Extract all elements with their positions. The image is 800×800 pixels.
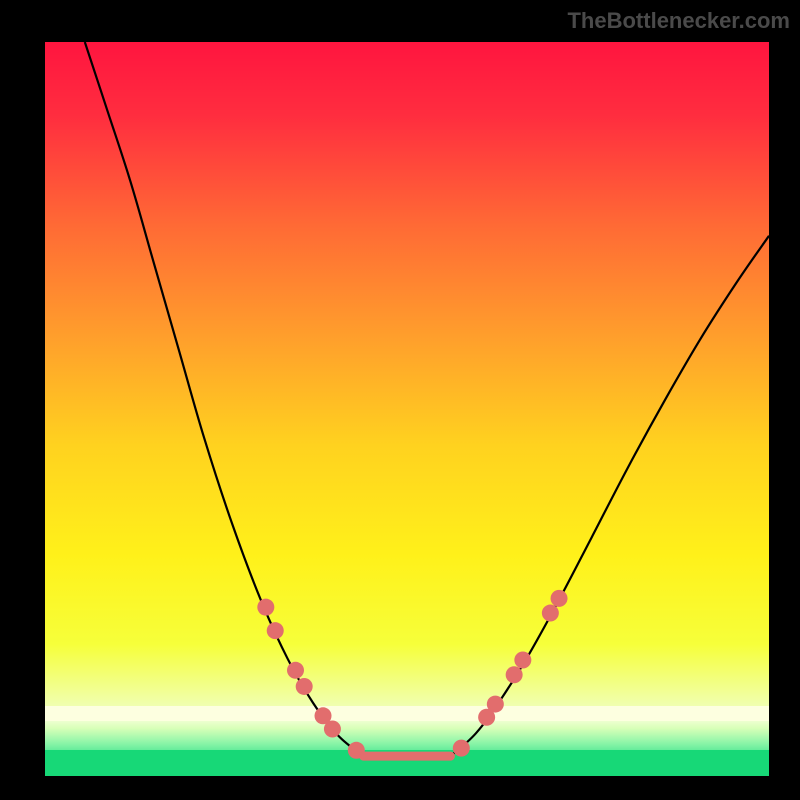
bottom-highlight-band (45, 706, 769, 721)
gradient-background (45, 42, 769, 776)
watermark-label: TheBottlenecker.com (567, 8, 790, 34)
chart-container: TheBottlenecker.com (0, 0, 800, 800)
plot-area (45, 42, 769, 776)
bottom-green-band (45, 750, 769, 776)
